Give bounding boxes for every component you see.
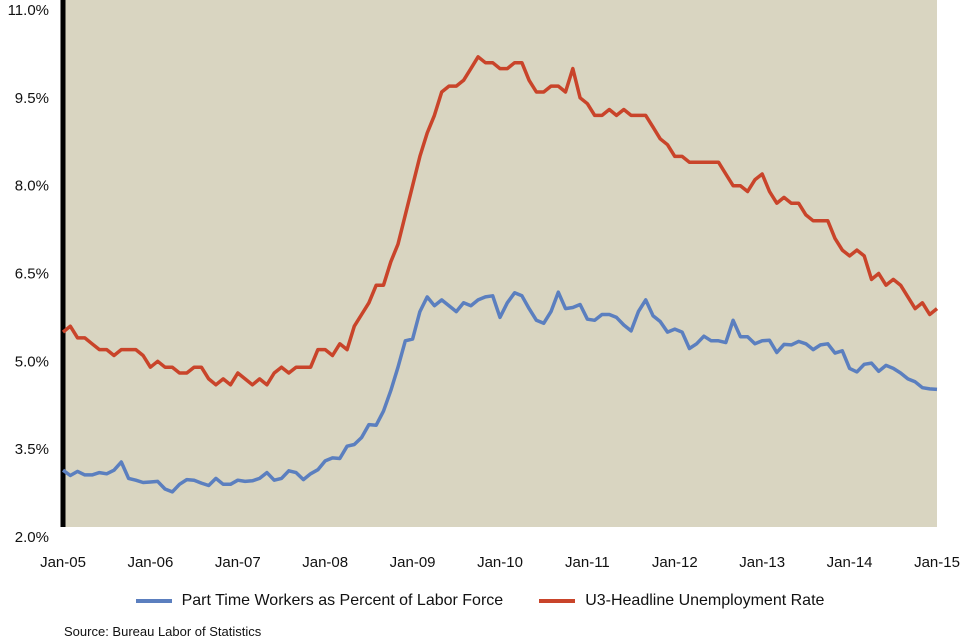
legend-label-u3: U3-Headline Unemployment Rate (585, 592, 825, 609)
y-tick-label: 8.0% (15, 178, 49, 195)
x-tick-label: Jan-14 (827, 554, 873, 571)
legend-swatch-u3 (539, 599, 576, 603)
series-line-part-time (61, 290, 938, 494)
x-tick-label: Jan-10 (477, 554, 523, 571)
y-tick-label: 2.0% (15, 529, 49, 546)
x-tick-label: Jan-13 (739, 554, 785, 571)
x-tick-label: Jan-06 (127, 554, 173, 571)
x-tick-label: Jan-09 (390, 554, 436, 571)
y-tick-label: 6.5% (15, 266, 49, 283)
legend-item-part-time: Part Time Workers as Percent of Labor Fo… (135, 592, 504, 610)
legend-swatch-part-time (135, 599, 172, 603)
x-tick-label: Jan-08 (302, 554, 348, 571)
x-tick-label: Jan-11 (565, 554, 610, 571)
legend-item-u3: U3-Headline Unemployment Rate (539, 592, 824, 610)
y-tick-label: 9.5% (15, 90, 49, 107)
source-note: Source: Bureau Labor of Statistics (64, 624, 262, 639)
x-tick-label: Jan-05 (40, 554, 86, 571)
plot-background (63, 0, 937, 527)
y-tick-label: 3.5% (15, 441, 49, 458)
line-chart: 2.0% 3.5% 5.0% 6.5% 8.0% 9.5% 11.0% Jan-05 Jan-0… (8, 0, 960, 571)
series-line-u3 (61, 55, 939, 387)
y-tick-label: 11.0% (8, 2, 49, 19)
legend: Part Time Workers as Percent of Labor Fo… (0, 592, 960, 610)
legend-label-part-time: Part Time Workers as Percent of Labor Fo… (181, 592, 504, 609)
y-tick-label: 5.0% (15, 353, 49, 370)
x-tick-label: Jan-12 (652, 554, 698, 571)
x-tick-label: Jan-07 (215, 554, 261, 571)
x-tick-label: Jan-15 (914, 554, 960, 571)
